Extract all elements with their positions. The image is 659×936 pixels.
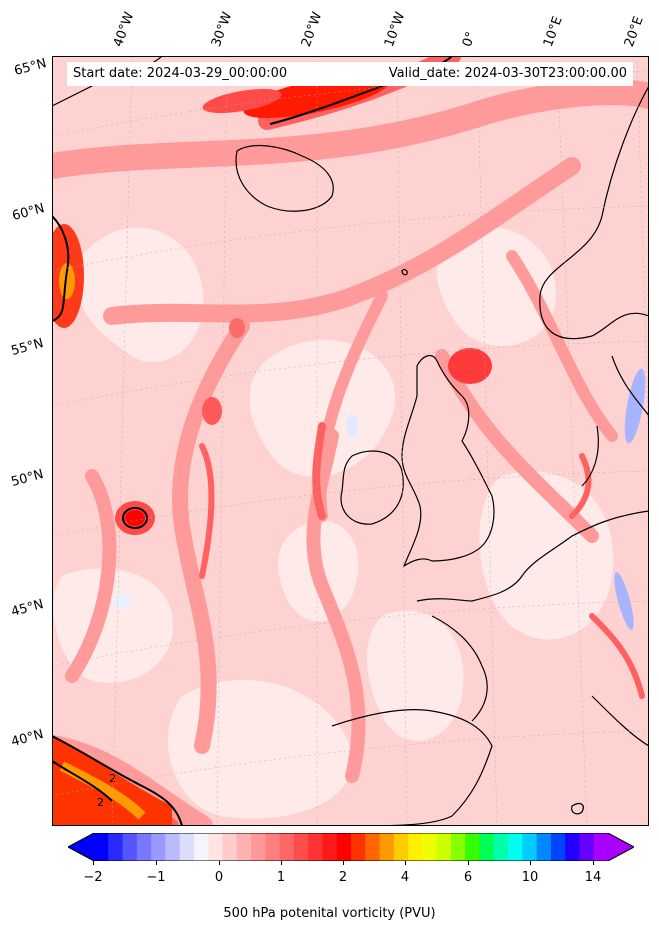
great-britain-coast (401, 354, 495, 568)
colorbar-segment (351, 833, 366, 861)
colorbar-segment (336, 833, 352, 861)
colorbar-tick-label: 1 (276, 870, 286, 885)
colorbar-extend-max (608, 833, 634, 861)
faroe-coast (401, 268, 408, 276)
colorbar-tick-mark (156, 861, 157, 865)
negative-pv-patches (112, 368, 646, 631)
lon-label-10e: 10°E (540, 14, 566, 50)
balearic-coast (571, 802, 584, 815)
mediterranean-coast (591, 695, 649, 747)
colorbar-tick-mark (219, 861, 220, 865)
colorbar-tick-mark (343, 861, 344, 865)
colorbar-tick-label: 4 (400, 870, 410, 885)
iberia-coast (331, 709, 493, 826)
colorbar-tick-mark (405, 861, 406, 865)
lon-label-20e: 20°E (621, 14, 647, 50)
colorbar-segment (579, 833, 595, 861)
colorbar-segment (450, 833, 466, 861)
start-date-text: Start date: 2024-03-29_00:00:00 (73, 66, 288, 81)
biscay-coast (431, 615, 488, 722)
brittany-coast (416, 598, 473, 602)
colorbar-tick-label: −2 (83, 870, 103, 885)
coastlines (52, 56, 649, 826)
colorbar-segment (208, 833, 223, 861)
lon-label-20w: 20°W (298, 10, 326, 49)
colorbar-segment (308, 833, 323, 861)
colorbar-tick-label: 2 (338, 870, 348, 885)
colorbar (68, 833, 634, 861)
colorbar-segment (436, 833, 452, 861)
info-bar: Start date: 2024-03-29_00:00:00 Valid_da… (67, 62, 633, 86)
colorbar-segment (550, 833, 566, 861)
colorbar-segment (136, 833, 152, 861)
colorbar-tick-label: 14 (584, 870, 602, 885)
lon-label-0: 0° (459, 29, 480, 49)
lon-label-10w: 10°W (381, 10, 409, 49)
colorbar-segment (365, 833, 381, 861)
lon-label-40w: 40°W (110, 10, 138, 49)
colorbar-tick-mark (530, 861, 531, 865)
colorbar-segment (94, 833, 109, 861)
colorbar-segment (251, 833, 266, 861)
norway-coast (539, 85, 649, 340)
iceland-coast (235, 145, 334, 212)
colorbar-tick-label: 10 (521, 870, 539, 885)
colorbar-label: 500 hPa potenital vorticity (PVU) (223, 906, 436, 921)
colorbar-segment (165, 833, 181, 861)
denmark-coast (581, 425, 599, 487)
colorbar-segment (151, 833, 166, 861)
ireland-coast (340, 450, 404, 525)
colorbar-tick-label: 0 (214, 870, 224, 885)
colorbar-segment (508, 833, 523, 861)
colorbar-segment (536, 833, 552, 861)
colorbar-extend-min (68, 833, 94, 861)
colorbar-segment (265, 833, 281, 861)
map-panel[interactable]: 2 2 (52, 56, 649, 826)
lat-label-60n: 60°N (10, 201, 47, 224)
lat-label-50n: 50°N (9, 467, 46, 490)
colorbar-tick-mark (281, 861, 282, 865)
colorbar-segment (322, 833, 338, 861)
pv-cores (52, 73, 492, 826)
colorbar-segment (408, 833, 423, 861)
graticule (52, 56, 649, 826)
colorbar-segment (193, 833, 209, 861)
colorbar-segment (565, 833, 580, 861)
colorbar-tick-mark (93, 861, 94, 865)
colorbar-segment (465, 833, 480, 861)
colorbar-segment (108, 833, 124, 861)
sweden-coast (611, 355, 649, 417)
colorbar-segment (179, 833, 195, 861)
colorbar-tick-mark (468, 861, 469, 865)
pv-field-map: 2 2 (52, 56, 649, 826)
colorbar-tick-label: −1 (146, 870, 166, 885)
lat-label-40n: 40°N (9, 727, 46, 750)
colorbar-segment (222, 833, 238, 861)
colorbar-tick-mark (593, 861, 594, 865)
valid-date-text: Valid_date: 2024-03-30T23:00:00.00 (388, 66, 627, 81)
colorbar-segment (422, 833, 438, 861)
colorbar-tick-label: 6 (463, 870, 473, 885)
colorbar-segment (379, 833, 395, 861)
colorbar-segment (393, 833, 409, 861)
colorbar-segment (279, 833, 295, 861)
france-coast (471, 510, 649, 602)
colorbar-segment (522, 833, 538, 861)
colorbar-segment (236, 833, 252, 861)
colorbar-segment (122, 833, 138, 861)
colorbar-segment (493, 833, 509, 861)
lat-label-65n: 65°N (12, 56, 49, 79)
contour-label-2: 2 (109, 772, 116, 785)
colorbar-segment (479, 833, 495, 861)
lat-label-45n: 45°N (9, 597, 46, 620)
lat-label-55n: 55°N (9, 336, 46, 359)
lon-label-30w: 30°W (208, 10, 236, 49)
colorbar-segment (293, 833, 309, 861)
low-pv-regions (53, 227, 614, 819)
contour-label-2b: 2 (97, 796, 104, 809)
colorbar-segment (593, 833, 609, 861)
